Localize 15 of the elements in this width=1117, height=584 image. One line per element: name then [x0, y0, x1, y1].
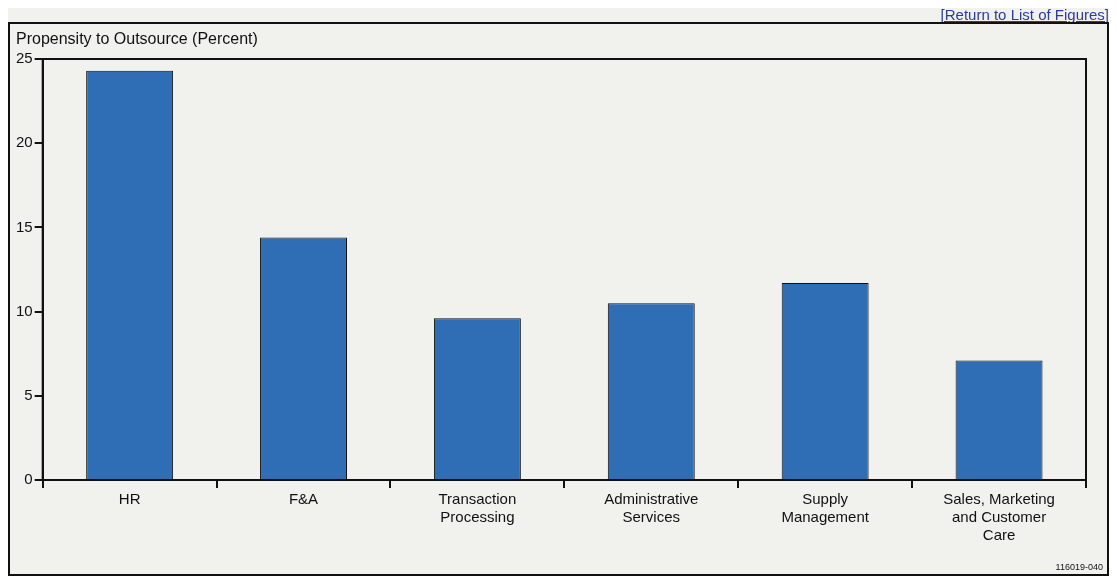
y-axis-title: Propensity to Outsource (Percent) [15, 29, 259, 48]
text: 116019-040 [1055, 562, 1103, 572]
x-tick-label: HR [118, 490, 141, 508]
y-tick-label: 5 [24, 385, 33, 403]
x-tick-label: Transaction Processing [438, 490, 517, 526]
y-tick-label: 15 [16, 217, 33, 235]
x-tick-label: F&A [288, 490, 319, 508]
y-tick-label: 20 [16, 133, 33, 151]
y-tick-label: 25 [16, 49, 33, 67]
text: [Return to List of Figures] [939, 6, 1109, 23]
y-tick-label: 0 [24, 470, 33, 488]
x-tick-label: Supply Management [781, 490, 870, 526]
x-tick-label: Administrative Services [604, 490, 699, 526]
y-tick-label: 10 [16, 301, 33, 319]
x-tick-label: Sales, Marketing and Customer Care [943, 490, 1055, 544]
